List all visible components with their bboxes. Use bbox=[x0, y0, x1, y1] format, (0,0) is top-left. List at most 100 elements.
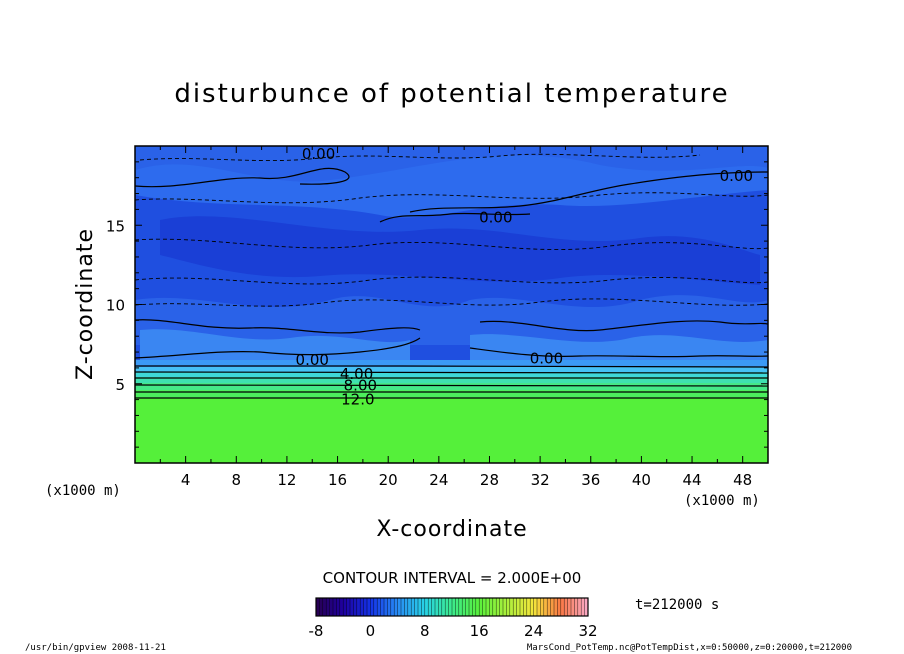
colorbar-segment bbox=[404, 598, 409, 616]
colorbar-segment bbox=[540, 598, 545, 616]
colorbar-segment bbox=[554, 598, 558, 616]
colorbar-segment bbox=[465, 598, 470, 616]
colorbar: -8 0 8 16 24 32 bbox=[309, 597, 598, 640]
colorbar-segment bbox=[547, 598, 551, 616]
contour-label: 0.00 bbox=[530, 349, 563, 367]
colorbar-segment bbox=[322, 598, 327, 616]
colorbar-segment bbox=[394, 598, 398, 616]
y-tick-label: 5 bbox=[115, 376, 125, 394]
colorbar-tick-label: -8 bbox=[309, 622, 324, 640]
colorbar-segment bbox=[363, 598, 368, 616]
colorbar-segment bbox=[503, 598, 507, 616]
colorbar-tick-label: 0 bbox=[366, 622, 376, 640]
colorbar-segment bbox=[482, 598, 487, 616]
colorbar-segment bbox=[530, 598, 534, 616]
colorbar-segment bbox=[431, 598, 436, 616]
contour-label: 0.00 bbox=[296, 351, 329, 369]
colorbar-segment bbox=[397, 598, 402, 616]
colorbar-segment bbox=[360, 598, 364, 616]
x-tick-label: 48 bbox=[733, 471, 752, 489]
field-area bbox=[135, 146, 768, 463]
colorbar-segment bbox=[421, 598, 426, 616]
colorbar-segment bbox=[469, 598, 473, 616]
transition-band-1 bbox=[135, 360, 768, 368]
footer-left: /usr/bin/gpview 2008-11-21 bbox=[25, 643, 166, 653]
colorbar-segment bbox=[336, 598, 341, 616]
colorbar-segment bbox=[353, 598, 358, 616]
x-tick-label: 16 bbox=[328, 471, 347, 489]
colorbar-segment bbox=[458, 598, 463, 616]
transition-band-4 bbox=[135, 377, 768, 383]
colorbar-segment bbox=[472, 598, 477, 616]
contour-label: 8.00 bbox=[344, 376, 377, 394]
colorbar-segment bbox=[479, 598, 483, 616]
contour-label: 4.00 bbox=[340, 365, 373, 383]
colorbar-segment bbox=[509, 598, 514, 616]
colorbar-segment bbox=[326, 598, 330, 616]
lower-field bbox=[135, 398, 768, 463]
light-patch-2 bbox=[470, 334, 768, 362]
colorbar-tick-label: 24 bbox=[524, 622, 543, 640]
colorbar-segment bbox=[448, 598, 453, 616]
contour-label: 0.00 bbox=[720, 167, 753, 185]
colorbar-segment bbox=[499, 598, 504, 616]
colorbar-segment bbox=[496, 598, 500, 616]
x-axis-label: X-coordinate bbox=[376, 517, 527, 542]
contour-label: 0.00 bbox=[302, 145, 335, 163]
colorbar-segment bbox=[533, 598, 538, 616]
colorbar-segment bbox=[346, 598, 351, 616]
upper-blob-2 bbox=[135, 295, 768, 345]
deep-blob bbox=[160, 216, 760, 285]
colorbar-segment bbox=[411, 598, 415, 616]
colorbar-segment bbox=[445, 598, 449, 616]
colorbar-segment bbox=[516, 598, 521, 616]
x-tick-label: 36 bbox=[581, 471, 600, 489]
x-tick-label: 12 bbox=[277, 471, 296, 489]
colorbar-segment bbox=[319, 598, 324, 616]
colorbar-segment bbox=[543, 598, 548, 616]
transition-band-5 bbox=[135, 383, 768, 391]
colorbar-segment bbox=[424, 598, 429, 616]
colorbar-segment bbox=[387, 598, 392, 616]
colorbar-segment bbox=[367, 598, 371, 616]
transition-band-2 bbox=[135, 367, 768, 373]
transition-band-6 bbox=[135, 390, 768, 398]
contour-label: 0.00 bbox=[479, 208, 512, 226]
colorbar-segment bbox=[475, 598, 480, 616]
colorbar-segment bbox=[486, 598, 490, 616]
colorbar-segment bbox=[560, 598, 565, 616]
x-tick-label: 32 bbox=[531, 471, 550, 489]
colorbar-segment bbox=[339, 598, 344, 616]
chart-title: disturbunce of potential temperature bbox=[174, 79, 729, 109]
colorbar-segment bbox=[564, 598, 568, 616]
colorbar-segment bbox=[441, 598, 446, 616]
colorbar-segment bbox=[574, 598, 579, 616]
upper-blob-1 bbox=[135, 155, 768, 218]
colorbar-frame bbox=[315, 597, 589, 617]
colorbar-segment bbox=[316, 598, 320, 616]
colorbar-segment bbox=[577, 598, 582, 616]
colorbar-tick-label: 8 bbox=[420, 622, 430, 640]
x-unit-label: (x1000 m) bbox=[684, 493, 760, 509]
colorbar-segment bbox=[435, 598, 439, 616]
y-axis-label: Z-coordinate bbox=[73, 228, 98, 380]
colorbar-segment bbox=[373, 598, 378, 616]
colorbar-segment bbox=[428, 598, 432, 616]
colorbar-segment bbox=[513, 598, 517, 616]
z-unit-label: (x1000 m) bbox=[45, 483, 121, 499]
colorbar-segment bbox=[380, 598, 385, 616]
colorbar-segment bbox=[384, 598, 388, 616]
colorbar-segment bbox=[557, 598, 562, 616]
colorbar-segment bbox=[489, 598, 494, 616]
colorbar-segment bbox=[523, 598, 528, 616]
colorbar-segment bbox=[329, 598, 334, 616]
contour-label: 12.0 bbox=[341, 391, 374, 409]
x-tick-label: 24 bbox=[429, 471, 448, 489]
colorbar-segment bbox=[356, 598, 361, 616]
colorbar-segment bbox=[581, 598, 585, 616]
colorbar-segment bbox=[537, 598, 541, 616]
contour-interval-label: CONTOUR INTERVAL = 2.000E+00 bbox=[323, 569, 582, 587]
x-tick-label: 4 bbox=[181, 471, 191, 489]
